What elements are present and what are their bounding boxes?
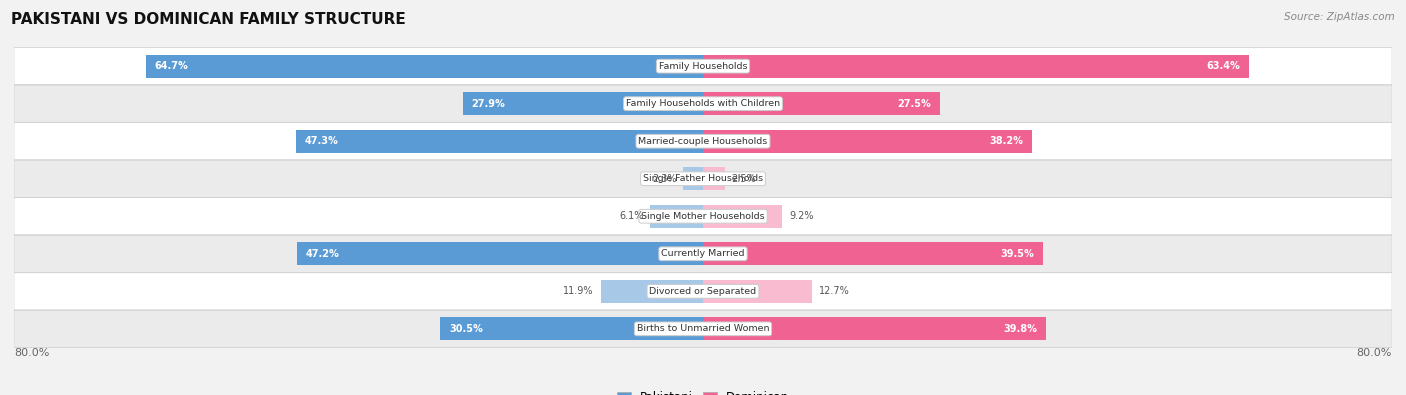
Bar <box>651 205 703 228</box>
Bar <box>463 92 703 115</box>
Text: Family Households: Family Households <box>659 62 747 71</box>
Text: 11.9%: 11.9% <box>564 286 593 296</box>
Text: Divorced or Separated: Divorced or Separated <box>650 287 756 296</box>
Text: Single Father Households: Single Father Households <box>643 174 763 183</box>
FancyBboxPatch shape <box>14 235 1392 273</box>
Text: Family Households with Children: Family Households with Children <box>626 99 780 108</box>
Bar <box>440 317 703 340</box>
Text: 2.5%: 2.5% <box>731 174 756 184</box>
Text: 47.3%: 47.3% <box>304 136 337 146</box>
Text: Source: ZipAtlas.com: Source: ZipAtlas.com <box>1284 12 1395 22</box>
FancyBboxPatch shape <box>14 310 1392 348</box>
Text: PAKISTANI VS DOMINICAN FAMILY STRUCTURE: PAKISTANI VS DOMINICAN FAMILY STRUCTURE <box>11 12 406 27</box>
Text: 39.5%: 39.5% <box>1001 249 1035 259</box>
Text: 80.0%: 80.0% <box>14 348 49 358</box>
Bar <box>703 55 1249 78</box>
FancyBboxPatch shape <box>14 85 1392 122</box>
Bar <box>600 280 703 303</box>
Bar <box>703 92 939 115</box>
Bar <box>146 55 703 78</box>
Bar <box>703 242 1043 265</box>
Bar <box>297 242 703 265</box>
Text: 63.4%: 63.4% <box>1206 61 1240 71</box>
Text: 47.2%: 47.2% <box>305 249 339 259</box>
Text: 80.0%: 80.0% <box>1357 348 1392 358</box>
Text: 9.2%: 9.2% <box>789 211 814 221</box>
Text: 64.7%: 64.7% <box>155 61 188 71</box>
Bar <box>703 167 724 190</box>
Text: Married-couple Households: Married-couple Households <box>638 137 768 146</box>
Bar <box>703 205 782 228</box>
Text: 27.9%: 27.9% <box>471 99 505 109</box>
Text: Currently Married: Currently Married <box>661 249 745 258</box>
Text: 6.1%: 6.1% <box>619 211 644 221</box>
FancyBboxPatch shape <box>14 160 1392 198</box>
Bar <box>295 130 703 153</box>
FancyBboxPatch shape <box>14 198 1392 235</box>
Text: 2.3%: 2.3% <box>652 174 676 184</box>
Bar <box>683 167 703 190</box>
Text: 30.5%: 30.5% <box>449 324 482 334</box>
Bar <box>703 130 1032 153</box>
Text: 27.5%: 27.5% <box>897 99 931 109</box>
Bar <box>703 317 1046 340</box>
Text: Births to Unmarried Women: Births to Unmarried Women <box>637 324 769 333</box>
Legend: Pakistani, Dominican: Pakistani, Dominican <box>613 387 793 395</box>
Bar <box>703 280 813 303</box>
FancyBboxPatch shape <box>14 122 1392 160</box>
FancyBboxPatch shape <box>14 273 1392 310</box>
FancyBboxPatch shape <box>14 47 1392 85</box>
Text: Single Mother Households: Single Mother Households <box>641 212 765 221</box>
Text: 39.8%: 39.8% <box>1004 324 1038 334</box>
Text: 12.7%: 12.7% <box>820 286 851 296</box>
Text: 38.2%: 38.2% <box>990 136 1024 146</box>
